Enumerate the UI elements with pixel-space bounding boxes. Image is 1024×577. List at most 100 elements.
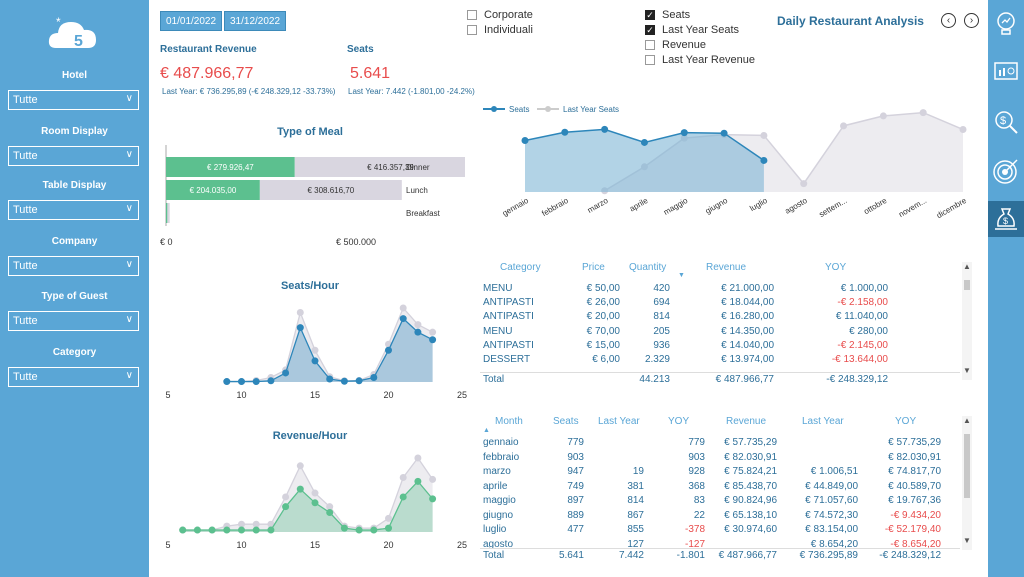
- data-point[interactable]: [179, 526, 187, 534]
- filter-dropdown[interactable]: Tutte ∨: [8, 311, 139, 331]
- data-point[interactable]: [296, 309, 304, 317]
- measure-checkbox[interactable]: ✓ Seats: [645, 9, 690, 21]
- data-point[interactable]: [355, 377, 363, 385]
- data-point[interactable]: [879, 112, 887, 120]
- filter-dropdown[interactable]: Tutte ∨: [8, 367, 139, 387]
- data-point[interactable]: [399, 493, 407, 501]
- data-point[interactable]: [385, 514, 392, 522]
- column-header[interactable]: YOY: [895, 416, 917, 427]
- column-header[interactable]: Revenue: [726, 416, 767, 427]
- column-header[interactable]: Price: [582, 262, 605, 273]
- money-search-icon[interactable]: $: [988, 104, 1024, 140]
- data-point[interactable]: [414, 477, 422, 485]
- data-point[interactable]: [311, 499, 319, 507]
- data-point[interactable]: [919, 109, 927, 117]
- guest-type-checkbox[interactable]: Individuali: [467, 24, 533, 36]
- column-header[interactable]: Category: [500, 262, 541, 273]
- data-point[interactable]: [429, 336, 437, 344]
- meal-bar-last-year[interactable]: [259, 180, 402, 200]
- data-point[interactable]: [326, 503, 334, 511]
- data-point[interactable]: [760, 131, 768, 139]
- lightbulb-icon[interactable]: [988, 6, 1024, 42]
- data-point[interactable]: [414, 321, 422, 329]
- column-header[interactable]: Month: [495, 416, 523, 427]
- sort-asc-icon[interactable]: ▲: [483, 427, 490, 434]
- data-point[interactable]: [311, 489, 319, 497]
- data-point[interactable]: [680, 129, 688, 137]
- money-bag-icon[interactable]: $: [988, 201, 1024, 237]
- measure-checkbox[interactable]: ✓ Last Year Seats: [645, 24, 739, 36]
- data-point[interactable]: [399, 304, 407, 312]
- data-point[interactable]: [370, 373, 378, 381]
- data-point[interactable]: [252, 520, 260, 528]
- data-point[interactable]: [311, 346, 319, 354]
- data-point[interactable]: [282, 503, 290, 511]
- scroll-up-icon[interactable]: ▲: [963, 416, 971, 425]
- checkbox-icon[interactable]: ✓: [645, 24, 655, 35]
- data-point[interactable]: [720, 129, 728, 137]
- month-table-scrollbar[interactable]: ▲ ▼: [962, 416, 972, 550]
- presentation-chart-icon[interactable]: [988, 54, 1024, 90]
- data-point[interactable]: [340, 377, 348, 385]
- data-point[interactable]: [429, 328, 437, 336]
- data-point[interactable]: [326, 509, 334, 517]
- scroll-up-icon[interactable]: ▲: [963, 262, 971, 271]
- data-point[interactable]: [252, 378, 260, 386]
- data-point[interactable]: [959, 125, 967, 133]
- data-point[interactable]: [370, 526, 378, 534]
- data-point[interactable]: [399, 473, 407, 481]
- data-point[interactable]: [429, 495, 437, 503]
- data-point[interactable]: [355, 526, 363, 534]
- data-point[interactable]: [800, 180, 808, 188]
- data-point[interactable]: [238, 526, 245, 534]
- column-header[interactable]: YOY: [825, 262, 847, 273]
- column-header[interactable]: Quantity: [629, 262, 667, 273]
- column-header[interactable]: Seats: [553, 416, 579, 427]
- data-point[interactable]: [326, 375, 334, 383]
- meal-bar-last-year[interactable]: [167, 203, 170, 223]
- data-point[interactable]: [267, 377, 275, 385]
- data-point[interactable]: [414, 454, 422, 462]
- meal-bar-current[interactable]: [166, 157, 295, 177]
- guest-type-checkbox[interactable]: Corporate: [467, 9, 533, 21]
- data-point[interactable]: [601, 125, 609, 133]
- date-from[interactable]: 01/01/2022: [160, 11, 223, 31]
- data-point[interactable]: [223, 378, 231, 386]
- measure-checkbox[interactable]: Last Year Revenue: [645, 54, 755, 66]
- data-point[interactable]: [385, 346, 392, 354]
- data-point[interactable]: [238, 520, 245, 528]
- chevron-right-icon[interactable]: ›: [964, 13, 979, 28]
- data-point[interactable]: [385, 524, 392, 532]
- scroll-down-icon[interactable]: ▼: [963, 366, 971, 375]
- data-point[interactable]: [760, 156, 768, 164]
- data-point[interactable]: [267, 526, 275, 534]
- data-point[interactable]: [296, 485, 304, 493]
- data-point[interactable]: [252, 526, 260, 534]
- category-table-scrollbar[interactable]: ▲ ▼: [962, 262, 972, 380]
- data-point[interactable]: [399, 315, 407, 323]
- filter-dropdown[interactable]: Tutte ∨: [8, 146, 139, 166]
- data-point[interactable]: [282, 493, 290, 501]
- data-point[interactable]: [296, 324, 304, 332]
- column-header[interactable]: Revenue: [706, 262, 747, 273]
- column-header[interactable]: Last Year: [802, 416, 844, 427]
- sort-desc-icon[interactable]: ▼: [678, 272, 685, 279]
- meal-bar-current[interactable]: [166, 203, 168, 223]
- column-header[interactable]: Last Year: [598, 416, 640, 427]
- target-icon[interactable]: [988, 153, 1024, 189]
- checkbox-icon[interactable]: ✓: [645, 9, 655, 20]
- filter-dropdown[interactable]: Tutte ∨: [8, 256, 139, 276]
- data-point[interactable]: [296, 462, 304, 470]
- measure-checkbox[interactable]: Revenue: [645, 39, 706, 51]
- data-point[interactable]: [267, 520, 275, 528]
- checkbox-icon[interactable]: [467, 25, 477, 35]
- data-point[interactable]: [561, 128, 569, 136]
- date-to[interactable]: 31/12/2022: [224, 11, 287, 31]
- data-point[interactable]: [208, 526, 216, 534]
- data-point[interactable]: [414, 328, 422, 336]
- data-point[interactable]: [340, 524, 348, 532]
- data-point[interactable]: [193, 526, 201, 534]
- chevron-left-icon[interactable]: ‹: [941, 13, 956, 28]
- data-point[interactable]: [311, 357, 319, 365]
- checkbox-icon[interactable]: [645, 55, 655, 65]
